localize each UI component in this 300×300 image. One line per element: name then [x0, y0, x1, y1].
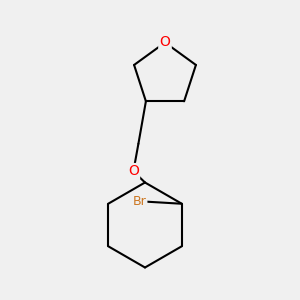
Text: O: O: [160, 35, 170, 50]
Text: O: O: [128, 164, 139, 178]
Text: Br: Br: [132, 195, 146, 208]
